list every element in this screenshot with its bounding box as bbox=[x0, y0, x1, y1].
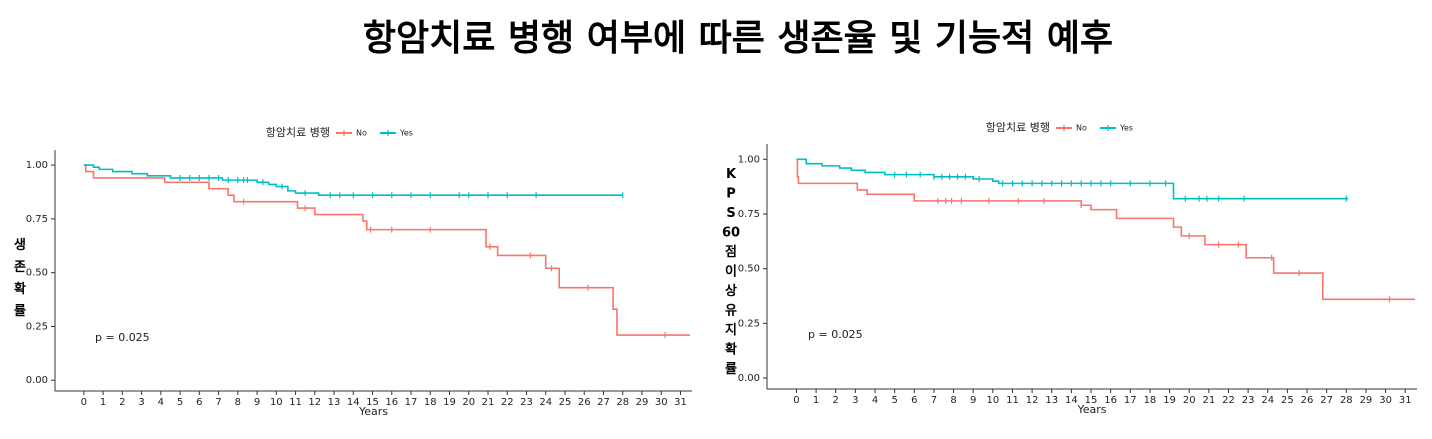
survival-curve bbox=[796, 158, 1349, 200]
x-tick-label: 28 bbox=[1340, 395, 1353, 406]
x-tick-label: 16 bbox=[1104, 395, 1117, 406]
x-tick-label: 25 bbox=[1281, 395, 1294, 406]
x-tick-label: 29 bbox=[1360, 395, 1373, 406]
x-tick-label: 20 bbox=[462, 397, 475, 408]
x-tick-label: 20 bbox=[1183, 395, 1196, 406]
x-tick-label: 17 bbox=[405, 397, 418, 408]
x-tick-label: 6 bbox=[911, 395, 917, 406]
x-tick-label: 9 bbox=[970, 395, 976, 406]
x-tick-label: 25 bbox=[559, 397, 572, 408]
x-tick-label: 10 bbox=[270, 397, 283, 408]
x-tick-label: 12 bbox=[308, 397, 321, 408]
survival-curve bbox=[83, 164, 623, 196]
x-tick-label: 26 bbox=[1301, 395, 1314, 406]
x-tick-label: 27 bbox=[597, 397, 610, 408]
legend-title: 항암치료 병행 bbox=[986, 121, 1050, 134]
x-tick-label: 5 bbox=[177, 397, 183, 408]
x-tick-label: 23 bbox=[520, 397, 533, 408]
y-tick-label: 0.25 bbox=[26, 321, 48, 332]
x-tick-label: 19 bbox=[1163, 395, 1176, 406]
x-tick-label: 24 bbox=[539, 397, 552, 408]
x-tick-label: 22 bbox=[1222, 395, 1235, 406]
x-axis-title: Years bbox=[1076, 403, 1106, 416]
x-tick-label: 5 bbox=[891, 395, 897, 406]
x-tick-label: 10 bbox=[986, 395, 999, 406]
x-tick-label: 0 bbox=[81, 397, 87, 408]
x-tick-label: 29 bbox=[636, 397, 649, 408]
x-tick-label: 28 bbox=[616, 397, 629, 408]
x-tick-label: 6 bbox=[196, 397, 202, 408]
x-tick-label: 3 bbox=[138, 397, 144, 408]
y-tick-label: 0.25 bbox=[738, 318, 760, 329]
x-tick-label: 11 bbox=[289, 397, 302, 408]
x-tick-label: 23 bbox=[1242, 395, 1255, 406]
x-tick-label: 2 bbox=[833, 395, 839, 406]
x-tick-label: 4 bbox=[158, 397, 164, 408]
x-tick-label: 27 bbox=[1320, 395, 1333, 406]
x-tick-label: 30 bbox=[655, 397, 668, 408]
x-tick-label: 7 bbox=[931, 395, 937, 406]
survival-curve bbox=[83, 164, 691, 336]
x-tick-label: 18 bbox=[424, 397, 437, 408]
x-tick-label: 8 bbox=[235, 397, 241, 408]
annotation: p = 0.025 bbox=[808, 328, 863, 341]
x-tick-label: 31 bbox=[1399, 395, 1412, 406]
x-tick-label: 21 bbox=[1202, 395, 1215, 406]
x-axis-title: Years bbox=[358, 405, 388, 418]
x-tick-label: 26 bbox=[578, 397, 591, 408]
legend-label: Yes bbox=[399, 129, 413, 138]
x-tick-label: 15 bbox=[366, 397, 379, 408]
x-tick-label: 1 bbox=[813, 395, 819, 406]
legend-title: 항암치료 병행 bbox=[266, 126, 330, 139]
x-tick-label: 4 bbox=[872, 395, 878, 406]
x-tick-label: 11 bbox=[1006, 395, 1019, 406]
x-tick-label: 18 bbox=[1144, 395, 1157, 406]
x-tick-label: 31 bbox=[674, 397, 687, 408]
x-tick-label: 14 bbox=[347, 397, 360, 408]
x-tick-label: 9 bbox=[254, 397, 260, 408]
y-tick-label: 0.50 bbox=[26, 268, 48, 279]
x-tick-label: 21 bbox=[482, 397, 495, 408]
x-tick-label: 19 bbox=[443, 397, 456, 408]
x-tick-label: 14 bbox=[1065, 395, 1078, 406]
y-tick-label: 0.00 bbox=[738, 373, 760, 384]
annotation: p = 0.025 bbox=[95, 331, 150, 344]
x-tick-label: 17 bbox=[1124, 395, 1137, 406]
x-tick-label: 0 bbox=[793, 395, 799, 406]
legend-label: Yes bbox=[1119, 124, 1133, 133]
x-tick-label: 3 bbox=[852, 395, 858, 406]
page-title: 항암치료 병행 여부에 따른 생존율 및 기능적 예후 bbox=[363, 18, 1113, 59]
x-tick-label: 7 bbox=[215, 397, 221, 408]
x-tick-label: 15 bbox=[1085, 395, 1098, 406]
y-tick-label: 0.75 bbox=[738, 209, 760, 220]
x-tick-label: 22 bbox=[501, 397, 514, 408]
y-tick-label: 0.75 bbox=[26, 214, 48, 225]
y-tick-label: 0.50 bbox=[738, 264, 760, 275]
legend-label: No bbox=[356, 129, 367, 138]
x-tick-label: 13 bbox=[1045, 395, 1058, 406]
x-tick-label: 2 bbox=[119, 397, 125, 408]
x-tick-label: 30 bbox=[1379, 395, 1392, 406]
x-tick-label: 8 bbox=[950, 395, 956, 406]
x-tick-label: 1 bbox=[100, 397, 106, 408]
survival-curve bbox=[796, 158, 1416, 301]
y-axis-title: K P S 60 점 이 상 유 지 확 률 bbox=[722, 167, 740, 377]
x-tick-label: 13 bbox=[328, 397, 341, 408]
x-tick-label: 24 bbox=[1261, 395, 1274, 406]
y-tick-label: 0.00 bbox=[26, 375, 48, 386]
legend-label: No bbox=[1076, 124, 1087, 133]
y-tick-label: 1.00 bbox=[738, 154, 760, 165]
x-tick-label: 16 bbox=[385, 397, 398, 408]
y-tick-label: 1.00 bbox=[26, 160, 48, 171]
x-tick-label: 12 bbox=[1026, 395, 1039, 406]
